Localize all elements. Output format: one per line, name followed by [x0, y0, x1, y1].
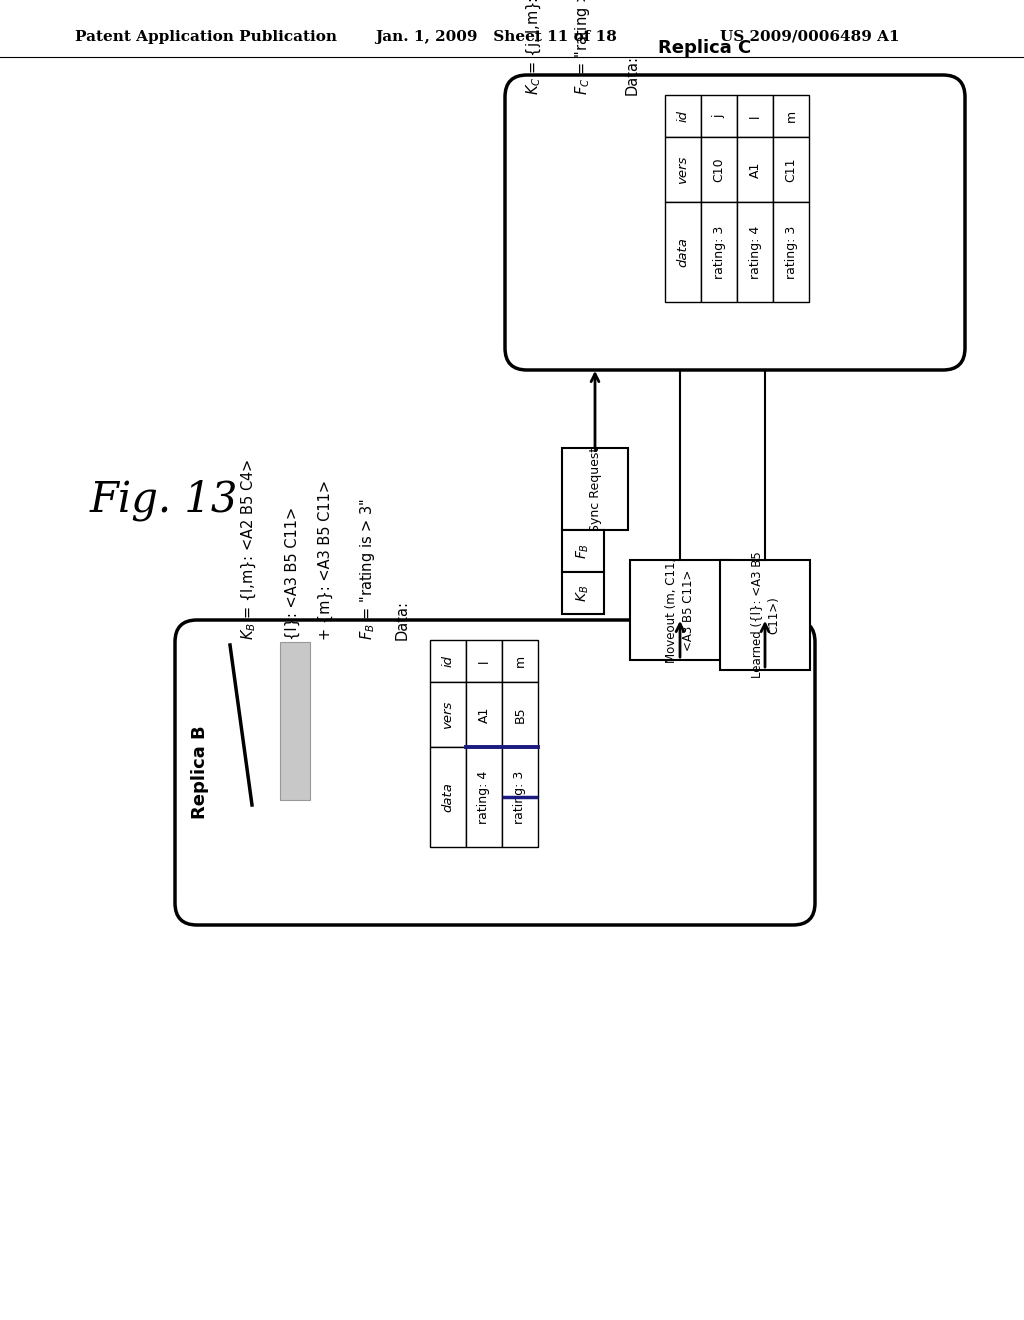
Text: + {m}: <A3 B5 C11>: + {m}: <A3 B5 C11>: [318, 480, 333, 640]
Bar: [562, 447, 628, 531]
Text: $F_B$: $F_B$: [574, 543, 591, 560]
Bar: [701, 137, 737, 202]
Text: rating: 4: rating: 4: [477, 771, 490, 824]
Bar: [630, 560, 730, 660]
Text: m: m: [784, 110, 798, 121]
Text: m: m: [513, 655, 526, 667]
Bar: [430, 682, 466, 747]
Bar: [430, 747, 466, 847]
Text: $K_C$ = {j, l,m}: <A3 B5 C11>: $K_C$ = {j, l,m}: <A3 B5 C11>: [525, 0, 544, 95]
Text: l: l: [749, 115, 762, 117]
Text: Moveout (m, C11,
<A3 B5 C11>: Moveout (m, C11, <A3 B5 C11>: [665, 557, 695, 663]
Bar: [665, 202, 701, 302]
Text: data: data: [441, 781, 455, 812]
Bar: [466, 682, 502, 747]
Bar: [502, 640, 538, 682]
Bar: [773, 137, 809, 202]
Text: $K_B$ = {l,m}: <A2 B5 C4>: $K_B$ = {l,m}: <A2 B5 C4>: [240, 458, 258, 640]
Text: vers: vers: [677, 156, 689, 183]
Text: Patent Application Publication: Patent Application Publication: [75, 30, 337, 44]
Text: j: j: [713, 115, 725, 117]
Bar: [665, 137, 701, 202]
Text: Fig. 13: Fig. 13: [90, 479, 239, 521]
Text: C10: C10: [713, 157, 725, 182]
Bar: [773, 95, 809, 137]
Text: Data:: Data:: [625, 55, 640, 95]
Text: $F_C$ = "rating > 2": $F_C$ = "rating > 2": [573, 0, 592, 95]
Text: Replica C: Replica C: [658, 40, 752, 57]
Text: C11: C11: [784, 157, 798, 182]
Bar: [737, 95, 773, 137]
Text: data: data: [677, 238, 689, 267]
Text: $F_B$ = "rating is > 3": $F_B$ = "rating is > 3": [358, 498, 377, 640]
Text: Data:: Data:: [395, 601, 410, 640]
Text: Jan. 1, 2009   Sheet 11 of 18: Jan. 1, 2009 Sheet 11 of 18: [375, 30, 616, 44]
Bar: [701, 202, 737, 302]
Bar: [466, 640, 502, 682]
Bar: [562, 572, 604, 614]
Bar: [665, 95, 701, 137]
Bar: [737, 202, 773, 302]
Bar: [430, 640, 466, 682]
FancyBboxPatch shape: [175, 620, 815, 925]
Bar: [502, 682, 538, 747]
Bar: [502, 747, 538, 847]
Bar: [280, 642, 310, 800]
Text: B5: B5: [513, 706, 526, 723]
Bar: [466, 747, 502, 847]
Text: id: id: [441, 655, 455, 667]
Text: rating: 3: rating: 3: [513, 771, 526, 824]
Bar: [773, 202, 809, 302]
Text: vers: vers: [441, 701, 455, 729]
Text: $K_B$: $K_B$: [574, 585, 591, 602]
Text: Sync Request: Sync Request: [589, 446, 601, 532]
Text: {l}: <A3 B5 C11>: {l}: <A3 B5 C11>: [285, 507, 300, 640]
Bar: [280, 642, 310, 800]
Bar: [737, 137, 773, 202]
Text: Learned ({l}: <A3 B5
C11>): Learned ({l}: <A3 B5 C11>): [750, 552, 780, 678]
Text: rating: 3: rating: 3: [784, 226, 798, 279]
Text: A1: A1: [477, 706, 490, 722]
Text: rating: 3: rating: 3: [713, 226, 725, 279]
Text: US 2009/0006489 A1: US 2009/0006489 A1: [720, 30, 900, 44]
Text: rating: 4: rating: 4: [749, 226, 762, 279]
Text: id: id: [677, 110, 689, 121]
Bar: [720, 560, 810, 671]
Text: A1: A1: [749, 161, 762, 178]
Text: l: l: [477, 659, 490, 663]
FancyBboxPatch shape: [505, 75, 965, 370]
Bar: [701, 95, 737, 137]
Bar: [562, 531, 604, 572]
Text: Replica B: Replica B: [191, 726, 209, 820]
